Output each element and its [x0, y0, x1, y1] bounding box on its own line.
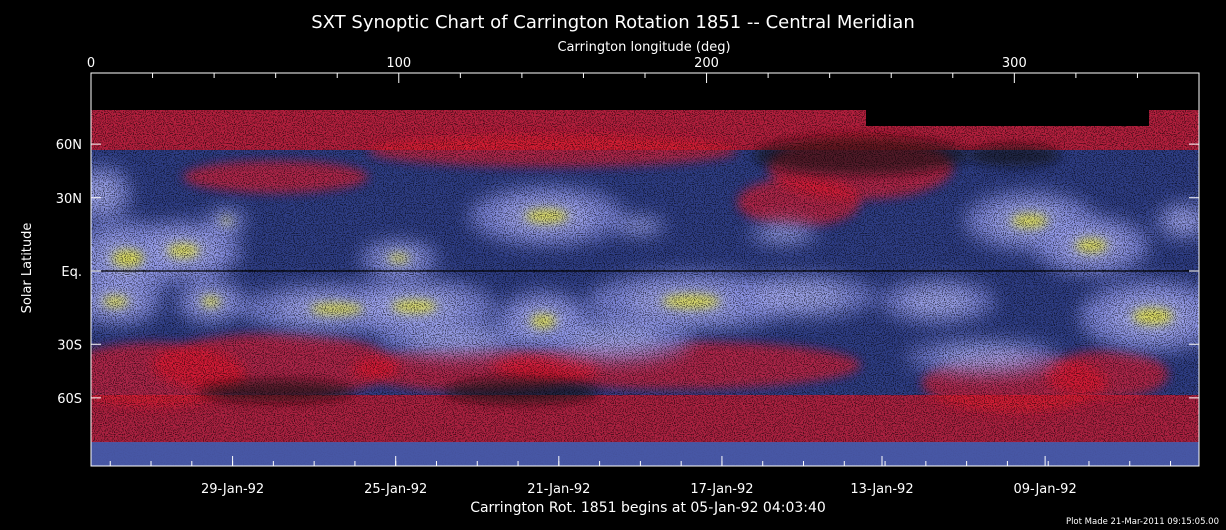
speckle-noise	[91, 106, 1199, 466]
y-tick-label-1: 30N	[56, 192, 82, 207]
missing-data-top-right	[866, 106, 1149, 126]
y-tick-label-4: 60S	[57, 392, 82, 407]
y-tick-label-2: Eq.	[61, 265, 82, 280]
top-tick-label-3: 300	[1002, 56, 1027, 71]
plot-made-footer: Plot Made 21-Mar-2011 09:15:05.00	[1066, 517, 1219, 527]
top-tick-label-2: 200	[694, 56, 719, 71]
top-tick-label-0: 0	[87, 56, 95, 71]
plot-area	[91, 106, 1199, 466]
chart-title: SXT Synoptic Chart of Carrington Rotatio…	[311, 12, 915, 33]
missing-data-top	[91, 106, 1199, 110]
bottom-strip	[91, 442, 1199, 466]
y-tick-label-3: 30S	[57, 338, 82, 353]
bottom-tick-label-4: 13-Jan-92	[850, 482, 913, 497]
y-axis-label: Solar Latitude	[20, 223, 35, 314]
top-axis-label: Carrington longitude (deg)	[557, 40, 730, 55]
y-axis-ticks: 60N 30N Eq. 30S 60S	[56, 138, 1199, 407]
bottom-axis-label: Carrington Rot. 1851 begins at 05-Jan-92…	[470, 500, 826, 516]
bottom-tick-label-0: 29-Jan-92	[201, 482, 264, 497]
bottom-tick-label-2: 21-Jan-92	[527, 482, 590, 497]
bottom-tick-label-3: 17-Jan-92	[690, 482, 753, 497]
bottom-axis-ticks: 29-Jan-92 25-Jan-92 21-Jan-92 17-Jan-92 13-J…	[109, 456, 1172, 497]
top-axis-ticks: 0 100 200 300	[87, 56, 1138, 83]
y-tick-label-0: 60N	[56, 138, 82, 153]
bottom-tick-label-5: 09-Jan-92	[1013, 482, 1076, 497]
bottom-tick-label-1: 25-Jan-92	[364, 482, 427, 497]
top-tick-label-1: 100	[386, 56, 411, 71]
